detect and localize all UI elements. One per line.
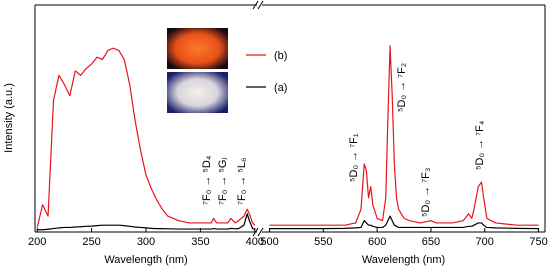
photo-white: [167, 72, 228, 113]
annotation: ⁵D₀ → ⁷F₂: [396, 63, 408, 112]
x-tick-label: 400: [246, 236, 264, 248]
x-tick-label: 700: [476, 236, 494, 248]
data-line: [269, 215, 539, 230]
annotation: ⁷F₀ → ⁵L₆: [236, 158, 248, 206]
legend-label: (b): [274, 50, 287, 62]
annotation: ⁵D₀ → ⁷F₁: [348, 133, 360, 182]
x-tick-label: 250: [82, 236, 100, 248]
annotation: ⁵D₀ → ⁷F₄: [474, 120, 486, 170]
x-tick-label: 650: [422, 236, 440, 248]
annotation: ⁵D₀ → ⁷F₃: [420, 168, 432, 217]
x-tick-label: 600: [368, 236, 386, 248]
legend-label: (a): [274, 82, 287, 94]
annotation: ⁷F₀ → ⁵Gⱼ: [217, 158, 229, 205]
x-tick-label: 300: [137, 236, 155, 248]
data-line: [269, 45, 539, 226]
data-line: [36, 47, 256, 228]
axis-break: [252, 0, 264, 237]
x-axis-label: Wavelength (nm): [362, 254, 445, 266]
y-axis-label: Intensity (a.u.): [3, 83, 15, 153]
annotation: ⁷F₀ → ⁵D₄: [201, 155, 213, 205]
x-tick-label: 500: [260, 236, 278, 248]
x-tick-label: 750: [529, 236, 547, 248]
x-tick-label: 350: [191, 236, 209, 248]
photo-orange: [167, 28, 228, 69]
x-tick-label: 550: [314, 236, 332, 248]
data-line: [37, 213, 256, 231]
x-axis-label: Wavelength (nm): [104, 254, 187, 266]
x-tick-label: 200: [28, 236, 46, 248]
